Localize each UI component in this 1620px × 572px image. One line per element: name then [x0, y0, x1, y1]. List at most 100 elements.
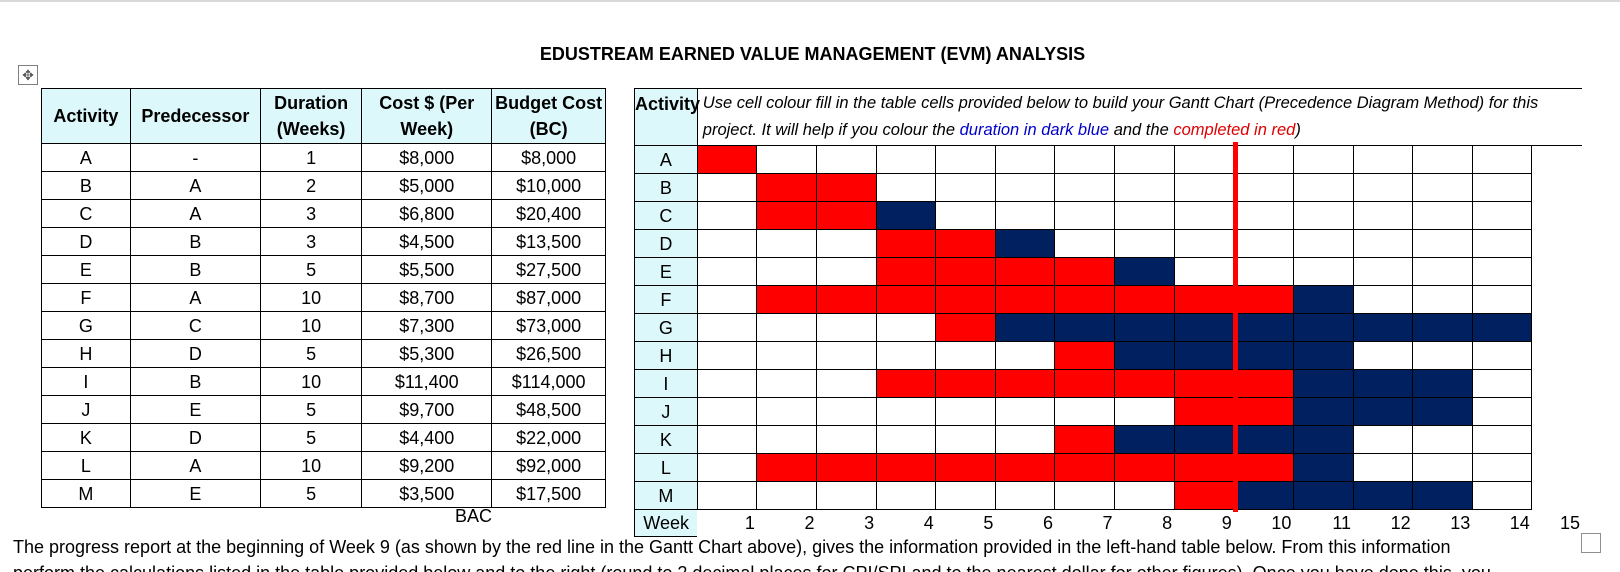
- gantt-cell-week-7-empty[interactable]: [1054, 145, 1116, 174]
- gantt-cell-week-10-completed[interactable]: [1233, 369, 1294, 398]
- paragraph-checkbox[interactable]: [1581, 533, 1601, 553]
- gantt-cell-week-8-completed[interactable]: [1114, 453, 1175, 482]
- gantt-cell-week-7-completed[interactable]: [1054, 453, 1116, 482]
- gantt-cell-week-4-empty[interactable]: [875, 341, 937, 370]
- gantt-cell-week-11-empty[interactable]: [1292, 201, 1354, 230]
- gantt-cell-week-9-duration[interactable]: [1173, 425, 1235, 454]
- gantt-cell-week-13-empty[interactable]: [1412, 145, 1473, 174]
- gantt-cell-week-6-empty[interactable]: [994, 173, 1056, 202]
- gantt-cell-week-14-duration[interactable]: [1471, 313, 1533, 342]
- gantt-cell-week-5-completed[interactable]: [935, 257, 996, 286]
- gantt-cell-week-9-empty[interactable]: [1173, 229, 1235, 258]
- gantt-cell-week-13-empty[interactable]: [1412, 453, 1473, 482]
- gantt-cell-week-11-duration[interactable]: [1292, 285, 1354, 314]
- gantt-cell-week-6-empty[interactable]: [994, 425, 1056, 454]
- gantt-cell-week-7-completed[interactable]: [1054, 341, 1116, 370]
- gantt-cell-week-13-duration[interactable]: [1412, 369, 1473, 398]
- gantt-cell-week-9-completed[interactable]: [1173, 397, 1235, 426]
- gantt-cell-week-11-duration[interactable]: [1292, 425, 1354, 454]
- gantt-cell-week-13-empty[interactable]: [1412, 341, 1473, 370]
- gantt-cell-week-10-completed[interactable]: [1233, 285, 1294, 314]
- gantt-cell-week-7-completed[interactable]: [1054, 425, 1116, 454]
- gantt-cell-week-14-empty[interactable]: [1471, 201, 1533, 230]
- gantt-cell-week-11-empty[interactable]: [1292, 173, 1354, 202]
- gantt-cell-week-5-completed[interactable]: [935, 453, 996, 482]
- gantt-cell-week-12-duration[interactable]: [1352, 481, 1414, 510]
- gantt-cell-week-6-completed[interactable]: [994, 285, 1056, 314]
- gantt-cell-week-10-completed[interactable]: [1233, 453, 1294, 482]
- gantt-cell-week-8-completed[interactable]: [1114, 285, 1175, 314]
- gantt-cell-week-9-empty[interactable]: [1173, 257, 1235, 286]
- gantt-cell-week-6-empty[interactable]: [994, 481, 1056, 510]
- gantt-cell-week-3-empty[interactable]: [816, 425, 877, 454]
- gantt-cell-week-4-empty[interactable]: [875, 313, 937, 342]
- gantt-cell-week-6-empty[interactable]: [994, 397, 1056, 426]
- gantt-cell-week-12-empty[interactable]: [1352, 341, 1414, 370]
- gantt-cell-week-8-empty[interactable]: [1114, 397, 1175, 426]
- gantt-cell-week-13-duration[interactable]: [1412, 313, 1473, 342]
- gantt-cell-week-3-empty[interactable]: [816, 481, 877, 510]
- gantt-cell-week-3-empty[interactable]: [816, 313, 877, 342]
- gantt-cell-week-5-completed[interactable]: [935, 313, 996, 342]
- gantt-cell-week-3-completed[interactable]: [816, 173, 877, 202]
- gantt-cell-week-7-completed[interactable]: [1054, 257, 1116, 286]
- gantt-cell-week-7-duration[interactable]: [1054, 313, 1116, 342]
- gantt-cell-week-13-duration[interactable]: [1412, 397, 1473, 426]
- gantt-cell-week-5-empty[interactable]: [935, 201, 996, 230]
- gantt-cell-week-4-completed[interactable]: [875, 453, 937, 482]
- gantt-cell-week-8-duration[interactable]: [1114, 341, 1175, 370]
- gantt-cell-week-7-completed[interactable]: [1054, 369, 1116, 398]
- gantt-cell-week-2-empty[interactable]: [756, 481, 818, 510]
- gantt-cell-week-5-completed[interactable]: [935, 369, 996, 398]
- gantt-cell-week-3-empty[interactable]: [816, 257, 877, 286]
- gantt-cell-week-11-duration[interactable]: [1292, 397, 1354, 426]
- gantt-cell-week-9-empty[interactable]: [1173, 145, 1235, 174]
- gantt-cell-week-5-empty[interactable]: [935, 481, 996, 510]
- gantt-cell-week-9-completed[interactable]: [1173, 453, 1235, 482]
- gantt-cell-week-10-empty[interactable]: [1233, 173, 1294, 202]
- gantt-cell-week-10-empty[interactable]: [1233, 229, 1294, 258]
- gantt-cell-week-2-empty[interactable]: [756, 229, 818, 258]
- gantt-cell-week-1-completed[interactable]: [696, 145, 758, 174]
- gantt-cell-week-3-empty[interactable]: [816, 369, 877, 398]
- gantt-cell-week-10-duration[interactable]: [1233, 341, 1294, 370]
- gantt-cell-week-14-empty[interactable]: [1471, 145, 1533, 174]
- gantt-cell-week-8-duration[interactable]: [1114, 425, 1175, 454]
- gantt-cell-week-8-empty[interactable]: [1114, 201, 1175, 230]
- gantt-cell-week-12-empty[interactable]: [1352, 257, 1414, 286]
- gantt-cell-week-1-empty[interactable]: [696, 285, 758, 314]
- gantt-cell-week-1-empty[interactable]: [696, 397, 758, 426]
- gantt-cell-week-8-duration[interactable]: [1114, 313, 1175, 342]
- gantt-cell-week-1-empty[interactable]: [696, 369, 758, 398]
- gantt-cell-week-12-duration[interactable]: [1352, 369, 1414, 398]
- gantt-cell-week-4-empty[interactable]: [875, 425, 937, 454]
- gantt-cell-week-6-empty[interactable]: [994, 201, 1056, 230]
- gantt-cell-week-14-empty[interactable]: [1471, 453, 1533, 482]
- gantt-cell-week-3-empty[interactable]: [816, 397, 877, 426]
- gantt-cell-week-4-completed[interactable]: [875, 285, 937, 314]
- gantt-cell-week-7-empty[interactable]: [1054, 229, 1116, 258]
- gantt-cell-week-11-duration[interactable]: [1292, 341, 1354, 370]
- gantt-cell-week-2-empty[interactable]: [756, 257, 818, 286]
- gantt-cell-week-2-completed[interactable]: [756, 453, 818, 482]
- gantt-cell-week-7-empty[interactable]: [1054, 173, 1116, 202]
- gantt-cell-week-4-empty[interactable]: [875, 397, 937, 426]
- gantt-cell-week-14-empty[interactable]: [1471, 173, 1533, 202]
- gantt-cell-week-13-empty[interactable]: [1412, 173, 1473, 202]
- gantt-cell-week-3-empty[interactable]: [816, 229, 877, 258]
- gantt-cell-week-6-completed[interactable]: [994, 453, 1056, 482]
- gantt-cell-week-9-empty[interactable]: [1173, 173, 1235, 202]
- gantt-cell-week-10-empty[interactable]: [1233, 257, 1294, 286]
- gantt-cell-week-9-completed[interactable]: [1173, 369, 1235, 398]
- gantt-cell-week-14-empty[interactable]: [1471, 257, 1533, 286]
- gantt-cell-week-5-empty[interactable]: [935, 341, 996, 370]
- gantt-cell-week-13-empty[interactable]: [1412, 257, 1473, 286]
- gantt-cell-week-13-empty[interactable]: [1412, 425, 1473, 454]
- gantt-cell-week-12-empty[interactable]: [1352, 285, 1414, 314]
- gantt-cell-week-8-empty[interactable]: [1114, 145, 1175, 174]
- gantt-cell-week-10-empty[interactable]: [1233, 201, 1294, 230]
- gantt-cell-week-14-empty[interactable]: [1471, 341, 1533, 370]
- gantt-cell-week-8-empty[interactable]: [1114, 229, 1175, 258]
- gantt-cell-week-12-empty[interactable]: [1352, 229, 1414, 258]
- gantt-cell-week-11-duration[interactable]: [1292, 453, 1354, 482]
